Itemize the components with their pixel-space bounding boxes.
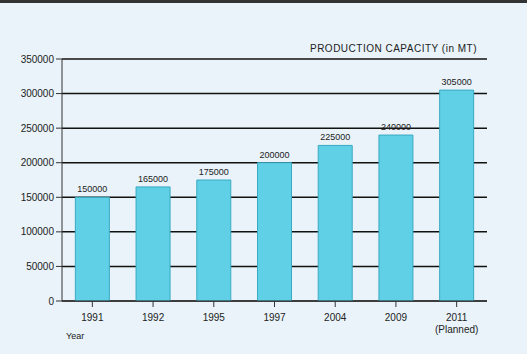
svg-text:225000: 225000 — [320, 132, 350, 142]
svg-text:200000: 200000 — [21, 157, 55, 168]
svg-text:165000: 165000 — [138, 174, 168, 184]
svg-text:50000: 50000 — [26, 261, 54, 272]
svg-text:240000: 240000 — [381, 122, 411, 132]
svg-text:1997: 1997 — [263, 312, 286, 323]
svg-text:305000: 305000 — [442, 77, 472, 87]
svg-text:350000: 350000 — [21, 54, 55, 65]
svg-text:200000: 200000 — [259, 150, 289, 160]
svg-text:2004: 2004 — [324, 312, 347, 323]
html-text:PRODUCTION CAPACITY (in MT): PRODUCTION CAPACITY (in MT) — [310, 43, 477, 54]
svg-text:250000: 250000 — [21, 123, 55, 134]
svg-text:300000: 300000 — [21, 88, 55, 99]
svg-text:100000: 100000 — [21, 226, 55, 237]
svg-text:2011(Planned): 2011(Planned) — [435, 312, 478, 335]
svg-text:150000: 150000 — [77, 184, 107, 194]
svg-text:Year: Year — [66, 331, 84, 341]
svg-text:2009: 2009 — [385, 312, 408, 323]
svg-text:150000: 150000 — [21, 192, 55, 203]
svg-text:0: 0 — [48, 296, 54, 307]
svg-text:1992: 1992 — [142, 312, 165, 323]
svg-text:1995: 1995 — [203, 312, 226, 323]
svg-text:1991: 1991 — [81, 312, 104, 323]
svg-text:175000: 175000 — [199, 167, 229, 177]
